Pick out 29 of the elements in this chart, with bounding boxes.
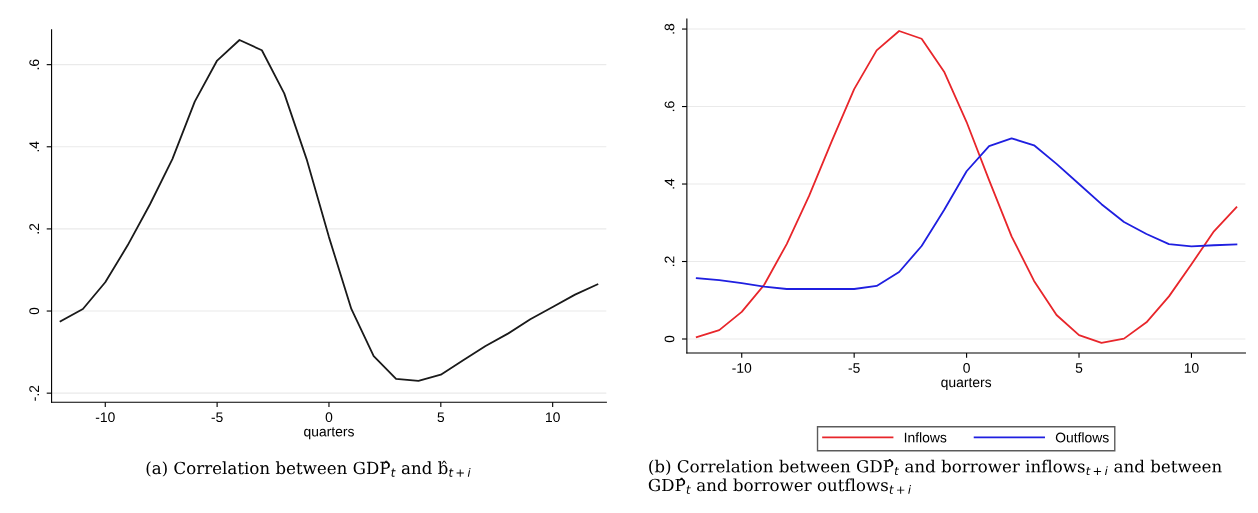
y-tick-label: .6 bbox=[664, 101, 675, 112]
x-axis-title: quarters bbox=[941, 378, 992, 390]
x-tick-label: 5 bbox=[1075, 363, 1083, 373]
x-tick-label: -5 bbox=[848, 363, 860, 373]
y-tick-label: .6 bbox=[29, 59, 40, 70]
x-tick-label: 0 bbox=[325, 412, 333, 423]
y-tick-label: .8 bbox=[664, 23, 675, 34]
line-series bbox=[695, 137, 1238, 290]
x-axis-title: quarters bbox=[304, 427, 354, 440]
line-series bbox=[59, 39, 599, 382]
y-tick-label: .2 bbox=[29, 223, 39, 234]
x-tick-label: 0 bbox=[963, 363, 970, 373]
y-tick-label: -.2 bbox=[29, 385, 39, 401]
y-tick-label: 0 bbox=[664, 335, 675, 343]
y-tick-label: 0 bbox=[29, 307, 40, 315]
legend-label: Outflows bbox=[1055, 432, 1109, 443]
line-series bbox=[695, 30, 1238, 344]
y-tick-label: .4 bbox=[664, 178, 675, 189]
text: (a) Correlation between GDP̂$_{t}$ and b̂$_{t+i}$ bbox=[146, 460, 471, 477]
x-tick-label: 5 bbox=[437, 412, 445, 423]
legend-label: Inflows bbox=[904, 432, 947, 443]
x-tick-label: -10 bbox=[732, 363, 752, 373]
x-tick-label: -10 bbox=[95, 412, 115, 423]
x-tick-label: 10 bbox=[546, 412, 560, 423]
x-tick-label: 10 bbox=[1184, 363, 1199, 373]
y-tick-label: .2 bbox=[664, 256, 675, 267]
y-tick-label: .4 bbox=[29, 141, 39, 152]
text: (b) Correlation between GDP̂$_{t}$ and borrower inflows$_{t+i}$ and between GDP̂$_{t}$ and borrower outflows$_{t+i}$ bbox=[648, 459, 1222, 494]
x-tick-label: -5 bbox=[211, 412, 223, 423]
